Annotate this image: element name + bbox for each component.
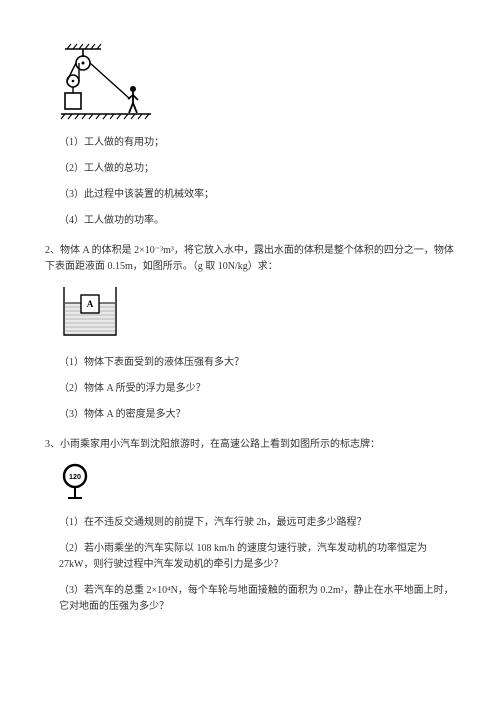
q2-part-2: （2）物体 A 所受的浮力是多少？ — [59, 381, 455, 397]
sign-value: 120 — [69, 472, 81, 481]
q1-part-3: （3）此过程中该装置的机械效率； — [59, 187, 455, 203]
q3-stem: 3、小雨乘家用小汽车到沈阳旅游时，在高速公路上看到如图所示的标志牌： — [45, 437, 455, 453]
q1-pulley-figure — [59, 43, 455, 121]
q2-stem: 2、物体 A 的体积是 2×10⁻³m³，将它放入水中，露出水面的体积是整个体积… — [45, 243, 455, 275]
q1-part-1: （1）工人做的有用功； — [59, 135, 455, 151]
q3-speed-sign-figure: 120 — [59, 463, 455, 501]
q1-part-2: （2）工人做的总功； — [59, 161, 455, 177]
q2-part-3: （3）物体 A 的密度是多大？ — [59, 407, 455, 423]
q3-part-1: （1）在不违反交通规则的前提下，汽车行驶 2h，最远可走多少路程？ — [59, 515, 455, 531]
block-label: A — [87, 299, 94, 309]
q3-part-3: （3）若汽车的总重 2×10⁴N，每个车轮与地面接触的面积为 0.2m²，静止在… — [59, 583, 455, 615]
q3-part-2: （2）若小雨乘坐的汽车实际以 108 km/h 的速度匀速行驶，汽车发动机的功率… — [59, 541, 455, 573]
q2-buoyancy-figure: A — [59, 285, 455, 341]
q2-part-1: （1）物体下表面受到的液体压强有多大？ — [59, 355, 455, 371]
q1-part-4: （4）工人做功的功率。 — [59, 213, 455, 229]
